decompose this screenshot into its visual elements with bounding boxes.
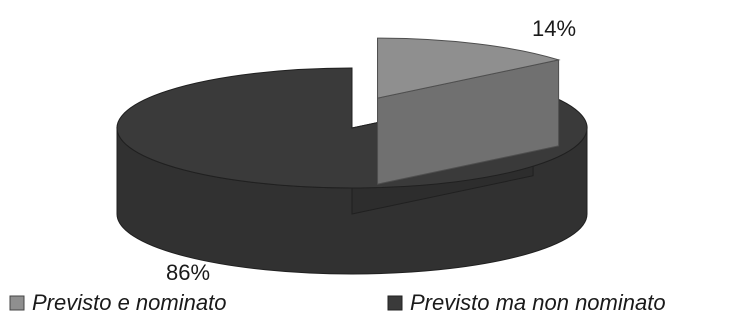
legend-label-previsto-ma-non-nominato: Previsto ma non nominato xyxy=(410,290,666,315)
legend-swatch-previsto-e-nominato xyxy=(9,295,25,311)
legend-item-previsto-ma-non-nominato: Previsto ma non nominato xyxy=(387,290,666,315)
legend-item-previsto-e-nominato: Previsto e nominato xyxy=(9,290,226,315)
legend-label-previsto-e-nominato: Previsto e nominato xyxy=(32,290,226,315)
legend-swatch-previsto-ma-non-nominato xyxy=(387,295,403,311)
slice-top-face xyxy=(377,37,561,99)
pie-slice-previsto-e-nominato xyxy=(377,37,561,185)
legend: Previsto e nominato Previsto ma non nomi… xyxy=(9,290,666,315)
slice-label-previsto-e-nominato: 14% xyxy=(532,16,576,41)
pie-slices xyxy=(116,37,588,275)
slice-label-previsto-ma-non-nominato: 86% xyxy=(166,260,210,285)
